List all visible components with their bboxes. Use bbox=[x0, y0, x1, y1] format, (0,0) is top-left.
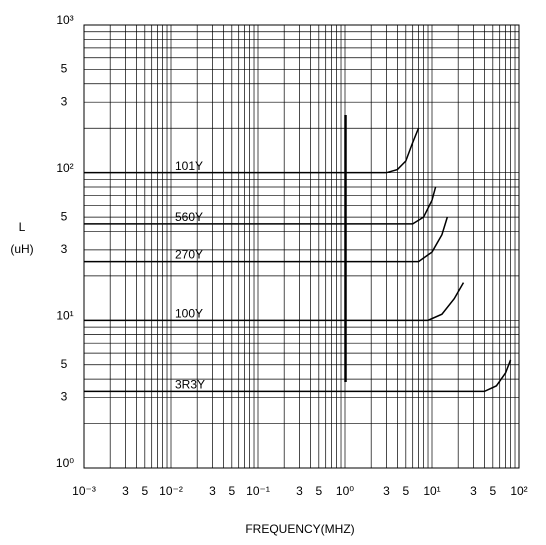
x-tick-label: 5 bbox=[402, 484, 409, 498]
x-tick-label: 5 bbox=[141, 484, 148, 498]
x-axis-label: FREQUENCY(MHZ) bbox=[245, 522, 354, 536]
x-tick-label: 3 bbox=[122, 484, 129, 498]
x-tick-label: 3 bbox=[296, 484, 303, 498]
x-tick-label: 5 bbox=[315, 484, 322, 498]
x-tick-label: 5 bbox=[228, 484, 235, 498]
plot-frame bbox=[83, 24, 520, 469]
x-tick-label: 5 bbox=[489, 484, 496, 498]
x-tick-label: 10⁻² bbox=[159, 484, 183, 498]
y-axis-label: L bbox=[19, 220, 26, 234]
y-tick-label: 10⁰ bbox=[56, 456, 74, 470]
y-tick-label: 3 bbox=[61, 94, 68, 108]
series-line bbox=[84, 216, 449, 263]
x-tick-label: 10⁻³ bbox=[72, 484, 96, 498]
x-tick-label: 10² bbox=[510, 484, 527, 498]
series-line bbox=[84, 127, 420, 174]
y-tick-label: 5 bbox=[61, 357, 68, 371]
y-axis-label: (uH) bbox=[10, 242, 33, 256]
series-line bbox=[84, 282, 465, 322]
y-tick-label: 10¹ bbox=[56, 309, 73, 323]
y-tick-label: 10³ bbox=[56, 13, 73, 27]
y-tick-label: 5 bbox=[61, 62, 68, 76]
series-label: 101Y bbox=[175, 159, 203, 173]
series-label: 3R3Y bbox=[175, 378, 205, 392]
x-tick-label: 3 bbox=[383, 484, 390, 498]
x-tick-label: 3 bbox=[470, 484, 477, 498]
y-tick-label: 10² bbox=[56, 161, 73, 175]
series-label: 100Y bbox=[175, 307, 203, 321]
series-label: 560Y bbox=[175, 210, 203, 224]
x-tick-label: 10⁻¹ bbox=[246, 484, 270, 498]
x-tick-label: 3 bbox=[209, 484, 216, 498]
x-tick-label: 10⁰ bbox=[336, 484, 354, 498]
x-tick-label: 10¹ bbox=[423, 484, 440, 498]
y-tick-label: 3 bbox=[61, 390, 68, 404]
series-line bbox=[84, 359, 512, 393]
series-label: 270Y bbox=[175, 248, 203, 262]
y-tick-label: 5 bbox=[61, 209, 68, 223]
y-tick-label: 3 bbox=[61, 242, 68, 256]
series-line bbox=[84, 186, 437, 225]
